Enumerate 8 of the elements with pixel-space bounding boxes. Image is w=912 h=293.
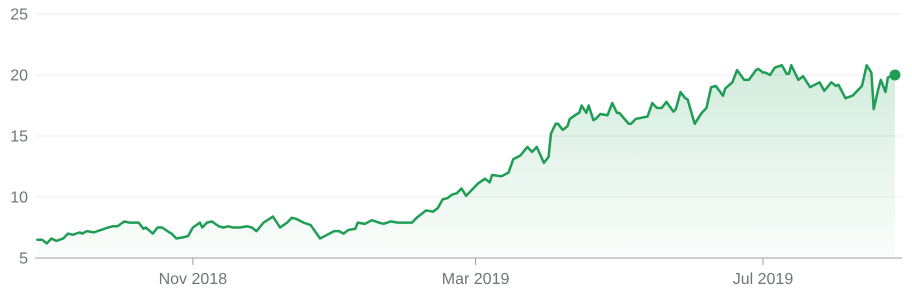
x-tick-label: Jul 2019 [732,271,794,288]
y-tick-label: 5 [19,250,28,268]
y-tick-label: 10 [10,190,28,207]
x-tick-label: Mar 2019 [442,271,510,288]
y-tick-label: 25 [10,6,28,24]
x-tick-label: Nov 2018 [158,271,228,288]
y-tick-label: 20 [10,68,28,85]
y-tick-label: 15 [10,128,28,146]
